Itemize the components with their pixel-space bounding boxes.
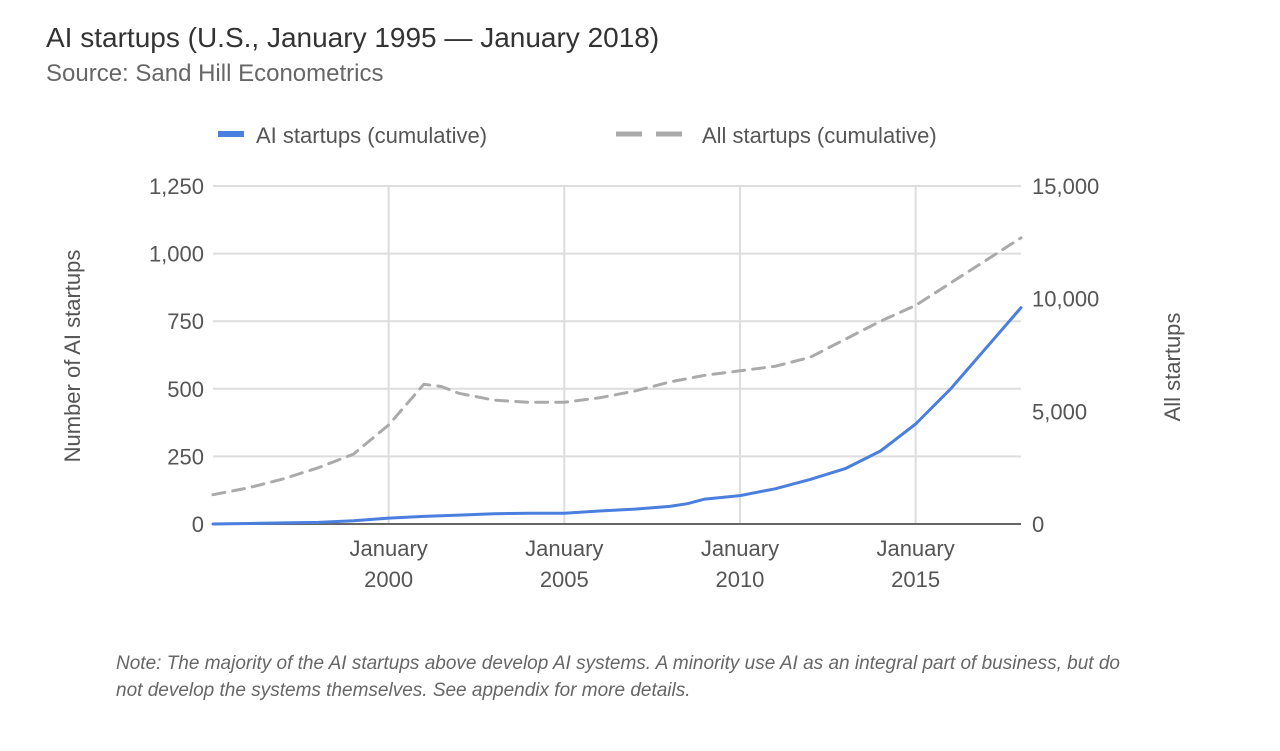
y-axis-label-right: All startups <box>1160 313 1185 422</box>
x-tick-label-month: January <box>525 536 603 561</box>
y-tick-label-left: 500 <box>167 377 204 402</box>
y-tick-label-right: 10,000 <box>1032 287 1099 312</box>
axes: 0 250 500 750 1,000 1,250 0 5,000 10,000 15,000 Ja… <box>149 174 1099 592</box>
y-tick-label-left: 0 <box>192 512 204 537</box>
x-tick-label-year: 2015 <box>891 567 940 592</box>
legend-label-ai: AI startups (cumulative) <box>256 123 487 148</box>
gridlines <box>213 185 1021 524</box>
y-axis-label-left: Number of AI startups <box>60 250 85 463</box>
y-tick-label-left: 250 <box>167 444 204 469</box>
y-tick-label-left: 1,000 <box>149 242 204 267</box>
x-tick-label-month: January <box>350 536 428 561</box>
series <box>211 236 1023 526</box>
series-line-all-startups <box>211 236 1023 497</box>
y-tick-label-left: 750 <box>167 309 204 334</box>
series-line-ai-startups <box>211 306 1023 526</box>
x-tick-label-year: 2010 <box>715 567 764 592</box>
legend: AI startups (cumulative) All startups (c… <box>218 123 937 148</box>
x-tick-label-year: 2005 <box>540 567 589 592</box>
y-tick-label-right: 5,000 <box>1032 399 1087 424</box>
legend-label-all: All startups (cumulative) <box>702 123 937 148</box>
y-tick-label-right: 0 <box>1032 512 1044 537</box>
chart-subtitle: Source: Sand Hill Econometrics <box>46 60 384 87</box>
y-tick-label-left: 1,250 <box>149 174 204 199</box>
x-tick-label-year: 2000 <box>364 567 413 592</box>
x-tick-label-month: January <box>876 536 954 561</box>
chart-title: AI startups (U.S., January 1995 — Januar… <box>46 22 660 53</box>
x-tick-label-month: January <box>701 536 779 561</box>
y-tick-label-right: 15,000 <box>1032 174 1099 199</box>
footnote: Note: The majority of the AI startups ab… <box>116 653 1120 701</box>
